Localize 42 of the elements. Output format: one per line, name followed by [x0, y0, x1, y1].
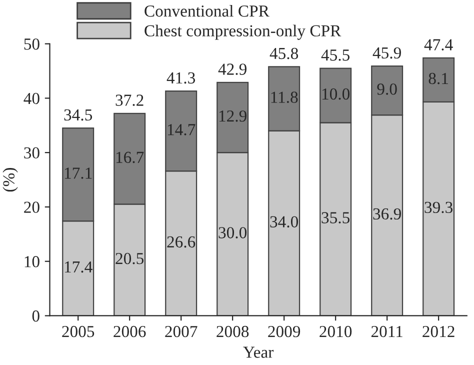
data-label: 39.3 [424, 202, 452, 214]
data-label: 10.0 [322, 88, 350, 100]
legend-label: Conventional CPR [144, 4, 270, 17]
x-tick-label: 2005 [62, 326, 94, 338]
total-label: 45.8 [270, 48, 298, 60]
total-label: 45.9 [372, 47, 401, 59]
total-label: 34.5 [64, 109, 92, 121]
data-label: 26.6 [167, 236, 196, 248]
x-tick-label: 2008 [216, 326, 249, 338]
data-label: 34.0 [270, 216, 298, 228]
x-axis-title: Year [243, 346, 274, 358]
data-label: 20.5 [116, 252, 144, 264]
data-label: 12.9 [219, 110, 246, 122]
y-tick-label: 30 [24, 147, 40, 159]
x-tick-label: 2007 [165, 326, 198, 338]
y-tick-label: 40 [24, 92, 40, 104]
y-tick-label: 50 [24, 38, 40, 50]
data-label: 17.4 [64, 261, 92, 273]
total-label: 47.4 [424, 39, 453, 50]
y-axis-title: (%) [2, 168, 18, 192]
data-label: 8.1 [428, 72, 448, 84]
y-tick-label: 20 [24, 202, 40, 213]
data-label: 16.7 [116, 152, 144, 164]
x-tick-label: 2009 [268, 326, 300, 338]
legend-label: Chest compression-only CPR [144, 24, 342, 40]
x-tick-label: 2012 [422, 326, 454, 338]
data-label: 14.7 [168, 124, 196, 136]
data-label: 36.9 [373, 208, 401, 220]
total-label: 41.3 [166, 72, 196, 84]
total-label: 37.2 [116, 94, 144, 106]
x-tick-label: 2011 [371, 326, 402, 338]
data-label: 9.0 [377, 83, 397, 95]
data-label: 11.8 [271, 92, 298, 103]
y-tick-label: 10 [24, 256, 40, 268]
total-label: 42.9 [218, 64, 246, 75]
x-tick-label: 2006 [114, 326, 146, 338]
x-tick-label: 2010 [320, 326, 352, 338]
data-label: 30.0 [218, 227, 247, 238]
data-label: 17.1 [64, 168, 92, 179]
data-label: 35.5 [322, 212, 350, 224]
total-label: 45.5 [321, 50, 350, 61]
y-tick-label: 0 [32, 310, 40, 322]
